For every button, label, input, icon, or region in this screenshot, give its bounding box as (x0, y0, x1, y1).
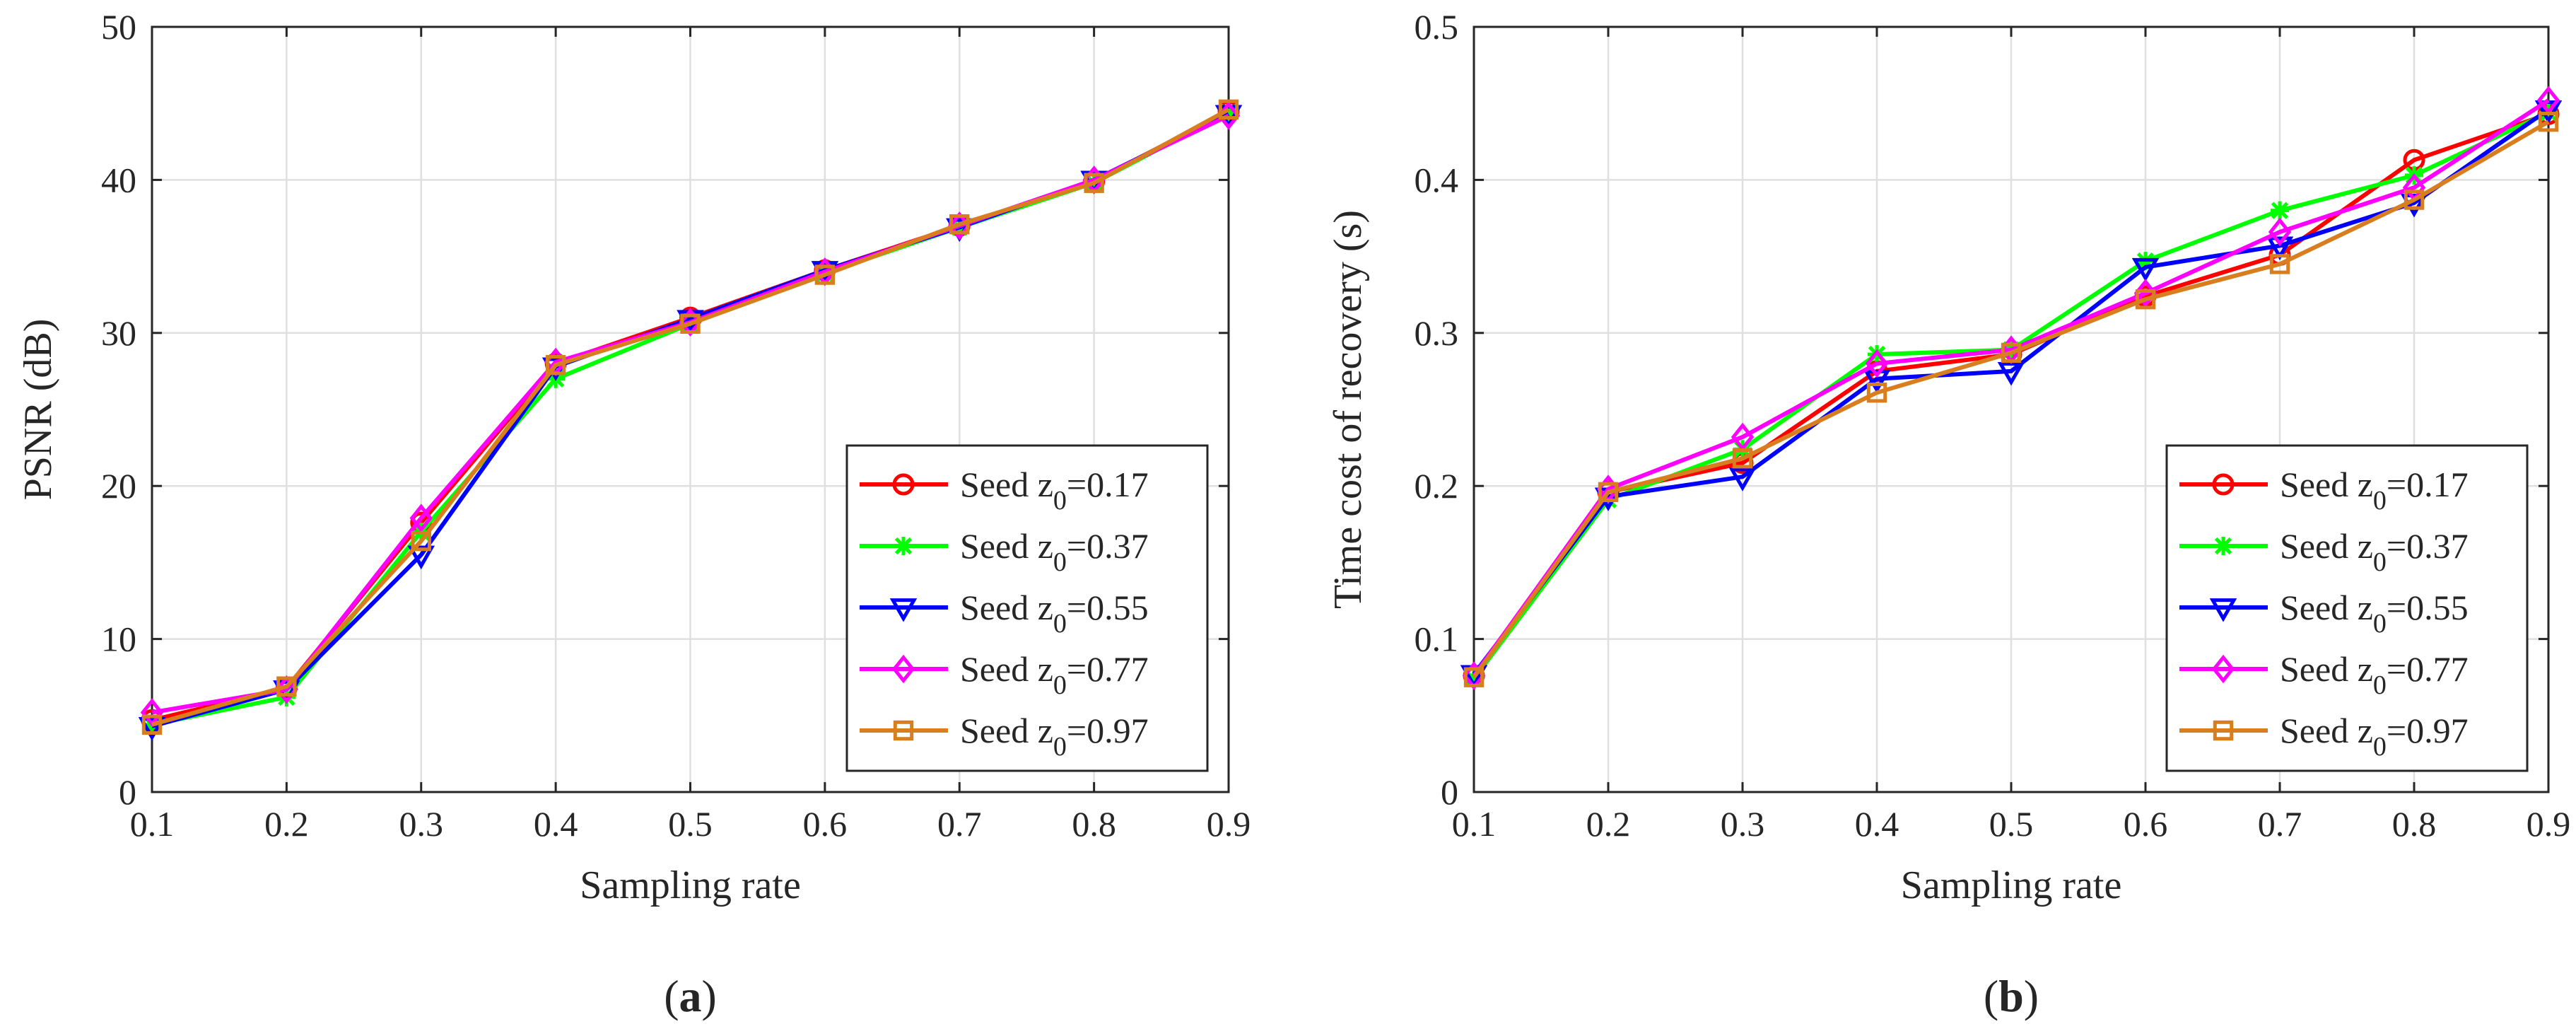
data-point (276, 676, 297, 697)
x-tick-label: 0.2 (1586, 804, 1631, 844)
legend-label: Seed z0=0.97 (960, 711, 1149, 762)
x-tick-label: 0.5 (668, 804, 713, 844)
x-tick-label: 0.4 (1855, 804, 1899, 844)
y-tick-label: 20 (101, 466, 136, 506)
x-tick-label: 0.1 (130, 804, 175, 844)
data-point (2268, 217, 2292, 247)
data-point (1465, 669, 1483, 688)
legend-label: Seed z0=0.55 (2280, 588, 2469, 639)
x-tick-label: 0.9 (1207, 804, 1251, 844)
y-tick-label: 50 (101, 7, 136, 47)
x-tick-label: 0.4 (534, 804, 578, 844)
data-point (2538, 111, 2559, 132)
x-axis-title: Sampling rate (580, 863, 801, 907)
data-point (2131, 257, 2160, 282)
x-tick-label: 0.3 (1721, 804, 1765, 844)
y-tick-label: 0 (119, 772, 136, 812)
legend-label: Seed z0=0.77 (2280, 649, 2469, 700)
data-point (1865, 349, 1889, 378)
data-point (1866, 382, 1887, 403)
data-point (2271, 201, 2289, 220)
legend: Seed z0=0.17 Seed z0=0.37 Seed z0=0.55 Seed… (2165, 444, 2529, 772)
data-point (138, 717, 166, 741)
legend-marker (892, 473, 915, 496)
x-tick-label: 0.6 (803, 804, 848, 844)
y-tick-label: 0 (1441, 772, 1458, 812)
y-tick-label: 0.5 (1415, 7, 1459, 47)
data-point (1732, 448, 1753, 469)
series-line (1472, 120, 2550, 679)
x-tick-label: 0.6 (2124, 804, 2168, 844)
legend-label: Seed z0=0.37 (960, 526, 1149, 577)
data-point (814, 264, 836, 285)
data-point (1728, 467, 1757, 491)
data-point (141, 714, 163, 735)
data-point (1863, 369, 1891, 394)
y-tick-label: 0.4 (1415, 160, 1459, 199)
legend: Seed z0=0.17 Seed z0=0.37 Seed z0=0.55 Seed… (845, 444, 1209, 772)
data-point (1218, 99, 1239, 120)
legend-label: Seed z0=0.97 (2280, 711, 2469, 762)
data-point (2404, 190, 2425, 210)
x-tick-label: 0.5 (1989, 804, 2034, 844)
legend-marker (891, 654, 915, 684)
x-tick-label: 0.9 (2527, 804, 2571, 844)
data-point (407, 545, 435, 570)
y-axis-title: Time cost of recovery (s) (1326, 210, 1370, 609)
legend-marker (894, 537, 913, 555)
y-tick-label: 40 (101, 160, 136, 199)
data-point (2400, 193, 2428, 218)
x-tick-label: 0.8 (1072, 804, 1116, 844)
data-point (2001, 342, 2022, 363)
data-point (2269, 254, 2290, 274)
x-tick-label: 0.2 (264, 804, 309, 844)
data-point (949, 214, 970, 235)
y-tick-label: 30 (101, 313, 136, 353)
x-axis-title: Sampling rate (1901, 863, 2122, 907)
legend-marker (2214, 537, 2232, 555)
data-point (680, 313, 701, 334)
series-line (1472, 98, 2550, 677)
legend-marker (2213, 720, 2234, 741)
series-line (1472, 107, 2550, 676)
y-tick-label: 0.2 (1415, 466, 1459, 506)
data-point (1598, 482, 1619, 503)
data-point (1084, 173, 1104, 193)
y-axis-title: PSNR (dB) (16, 319, 60, 501)
legend-marker (2212, 473, 2235, 496)
x-tick-label: 0.3 (399, 804, 444, 844)
legend-label: Seed z0=0.77 (960, 649, 1149, 700)
legend-label: Seed z0=0.55 (960, 588, 1149, 639)
legend-marker (2211, 654, 2235, 684)
y-tick-label: 0.1 (1415, 619, 1459, 659)
data-point (2135, 289, 2156, 310)
panel-label: (b) (1984, 971, 2039, 1021)
legend-marker (2209, 598, 2237, 622)
panel-label: (a) (664, 971, 717, 1021)
data-point (545, 355, 566, 376)
x-tick-label: 0.8 (2392, 804, 2437, 844)
x-tick-label: 0.1 (1452, 804, 1497, 844)
x-tick-label: 0.7 (2258, 804, 2302, 844)
series-line (151, 107, 1230, 727)
x-tick-label: 0.7 (937, 804, 982, 844)
data-point (1219, 103, 1238, 122)
legend-marker (893, 720, 914, 741)
data-point (411, 530, 431, 552)
chart-a: 0.1 0.2 0.3 0.4 0.5 0.6 0.7 0.8 0.9 0 10 20 30 40 50 Sa… (16, 7, 1251, 1021)
legend-label: Seed z0=0.17 (2280, 465, 2469, 516)
legend-label: Seed z0=0.37 (2280, 526, 2469, 577)
legend-label: Seed z0=0.17 (960, 465, 1149, 516)
data-point (2266, 236, 2294, 261)
data-point (1463, 667, 1485, 687)
data-point (409, 504, 433, 532)
y-tick-label: 10 (101, 619, 136, 659)
data-point (275, 675, 298, 704)
y-tick-label: 0.3 (1415, 313, 1459, 353)
legend-marker (889, 598, 918, 622)
chart-b: 0.1 0.2 0.3 0.4 0.5 0.6 0.7 0.8 0.900.10.20.30.4… (1326, 7, 2570, 1021)
